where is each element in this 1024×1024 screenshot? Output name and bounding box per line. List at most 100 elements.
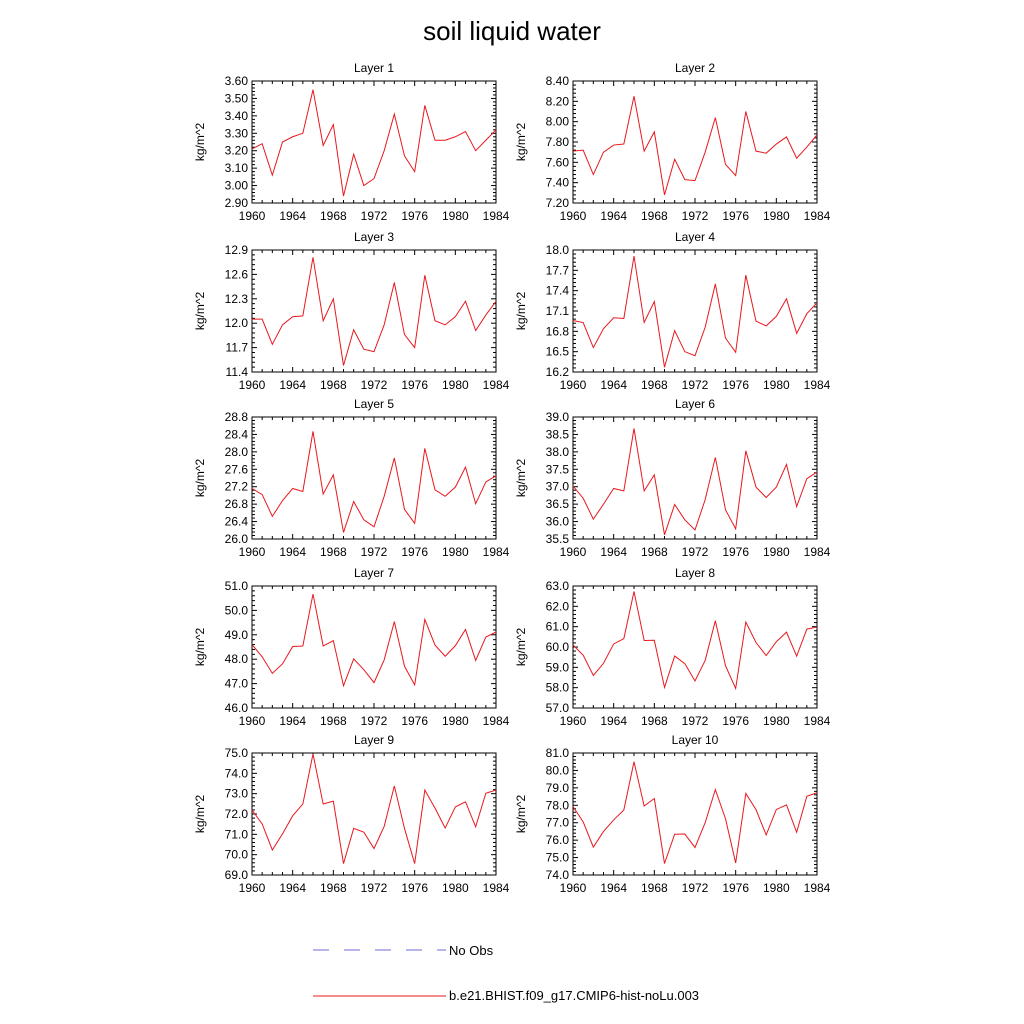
y-tick-label: 81.0 [546, 746, 570, 760]
x-tick-label: 1976 [722, 378, 749, 392]
x-tick-label: 1984 [483, 209, 510, 223]
panel-4: Layer 4 kg/m^2 1960 1964 1968 1972 1976 1980 198… [514, 230, 831, 392]
panel-title: Layer 9 [354, 733, 394, 747]
y-tick-label: 27.2 [225, 480, 249, 494]
y-tick-label: 35.5 [546, 532, 570, 546]
y-tick-label: 8.20 [546, 94, 570, 108]
y-tick-label: 71.0 [225, 827, 249, 841]
y-tick-label: 46.0 [225, 701, 249, 715]
y-tick-label: 27.6 [225, 462, 249, 476]
x-tick-label: 1968 [320, 881, 347, 895]
x-tick-label: 1972 [361, 714, 388, 728]
panel-title: Layer 6 [675, 397, 715, 411]
y-tick-label: 50.0 [225, 603, 249, 617]
y-tick-label: 28.0 [225, 445, 249, 459]
y-tick-label: 73.0 [225, 787, 249, 801]
y-tick-label: 8.40 [546, 74, 570, 88]
x-tick-label: 1972 [361, 209, 388, 223]
x-tick-label: 1984 [483, 378, 510, 392]
x-tick-label: 1976 [401, 881, 428, 895]
y-tick-label: 80.0 [546, 763, 570, 777]
y-tick-label: 58.0 [546, 681, 570, 695]
x-tick-label: 1972 [682, 881, 709, 895]
y-axis-label: kg/m^2 [193, 123, 207, 162]
x-tick-label: 1972 [361, 545, 388, 559]
y-tick-label: 69.0 [225, 868, 249, 882]
x-tick-label: 1968 [641, 881, 668, 895]
y-tick-label: 28.8 [225, 410, 249, 424]
series-line [572, 761, 818, 864]
x-tick-label: 1968 [641, 545, 668, 559]
y-tick-label: 7.20 [546, 196, 570, 210]
y-tick-label: 61.0 [546, 620, 570, 634]
y-axis-label: kg/m^2 [193, 292, 207, 331]
y-tick-label: 77.0 [546, 816, 570, 830]
panel-title: Layer 8 [675, 566, 715, 580]
y-axis-label: kg/m^2 [514, 459, 528, 498]
x-tick-label: 1960 [239, 378, 266, 392]
y-axis-label: kg/m^2 [193, 628, 207, 667]
x-tick-label: 1984 [804, 881, 831, 895]
y-tick-label: 12.3 [225, 292, 249, 306]
y-tick-label: 7.40 [546, 176, 570, 190]
y-tick-label: 3.30 [225, 126, 249, 140]
y-tick-label: 36.5 [546, 497, 570, 511]
panel-title: Layer 3 [354, 230, 394, 244]
legend-obs-label: No Obs [449, 943, 494, 958]
y-tick-label: 18.0 [546, 243, 570, 257]
legend-model-label: b.e21.BHIST.f09_g17.CMIP6-hist-noLu.003 [449, 988, 699, 1003]
panel-title: Layer 2 [675, 61, 715, 75]
y-tick-label: 48.0 [225, 652, 249, 666]
plot-frame [572, 80, 818, 204]
series-line [572, 96, 818, 196]
series-line [251, 431, 497, 533]
y-tick-label: 36.0 [546, 515, 570, 529]
x-tick-label: 1968 [320, 378, 347, 392]
x-tick-label: 1968 [641, 714, 668, 728]
x-tick-label: 1972 [361, 378, 388, 392]
panel-title: Layer 5 [354, 397, 394, 411]
y-tick-label: 12.0 [225, 316, 249, 330]
x-tick-label: 1980 [763, 378, 790, 392]
x-tick-label: 1960 [239, 209, 266, 223]
y-tick-label: 3.50 [225, 91, 249, 105]
y-tick-label: 70.0 [225, 848, 249, 862]
y-axis-label: kg/m^2 [514, 795, 528, 834]
y-tick-label: 17.1 [546, 304, 570, 318]
y-tick-label: 75.0 [546, 851, 570, 865]
x-tick-label: 1964 [279, 378, 306, 392]
x-tick-label: 1976 [722, 209, 749, 223]
x-tick-label: 1968 [641, 209, 668, 223]
panel-3: Layer 3 kg/m^2 1960 1964 1968 1972 1976 1980 198… [193, 230, 510, 392]
y-tick-label: 74.0 [546, 868, 570, 882]
y-tick-label: 16.5 [546, 345, 570, 359]
x-tick-label: 1984 [483, 545, 510, 559]
x-tick-label: 1972 [682, 378, 709, 392]
x-tick-label: 1964 [600, 881, 627, 895]
x-tick-label: 1964 [279, 881, 306, 895]
panel-8: Layer 8 kg/m^2 1960 1964 1968 1972 1976 1980 198… [514, 566, 831, 728]
panel-5: Layer 5 kg/m^2 1960 1964 1968 1972 1976 1980 198… [193, 397, 510, 559]
y-tick-label: 74.0 [225, 766, 249, 780]
x-tick-label: 1972 [682, 714, 709, 728]
y-axis-label: kg/m^2 [514, 123, 528, 162]
x-tick-label: 1968 [320, 714, 347, 728]
x-tick-label: 1972 [682, 545, 709, 559]
y-axis-label: kg/m^2 [514, 292, 528, 331]
x-tick-label: 1984 [804, 714, 831, 728]
x-tick-label: 1980 [763, 545, 790, 559]
x-tick-label: 1980 [442, 714, 469, 728]
x-tick-label: 1960 [560, 714, 587, 728]
y-axis-label: kg/m^2 [193, 795, 207, 834]
x-tick-label: 1960 [560, 378, 587, 392]
y-tick-label: 12.9 [225, 243, 249, 257]
panel-10: Layer 10 kg/m^2 1960 1964 1968 1972 1976 1980 19… [514, 733, 831, 895]
plot-frame [251, 585, 497, 709]
x-tick-label: 1984 [804, 209, 831, 223]
y-tick-label: 12.6 [225, 267, 249, 281]
panel-title: Layer 1 [354, 61, 394, 75]
y-tick-label: 3.00 [225, 179, 249, 193]
x-tick-label: 1972 [682, 209, 709, 223]
y-tick-label: 51.0 [225, 579, 249, 593]
